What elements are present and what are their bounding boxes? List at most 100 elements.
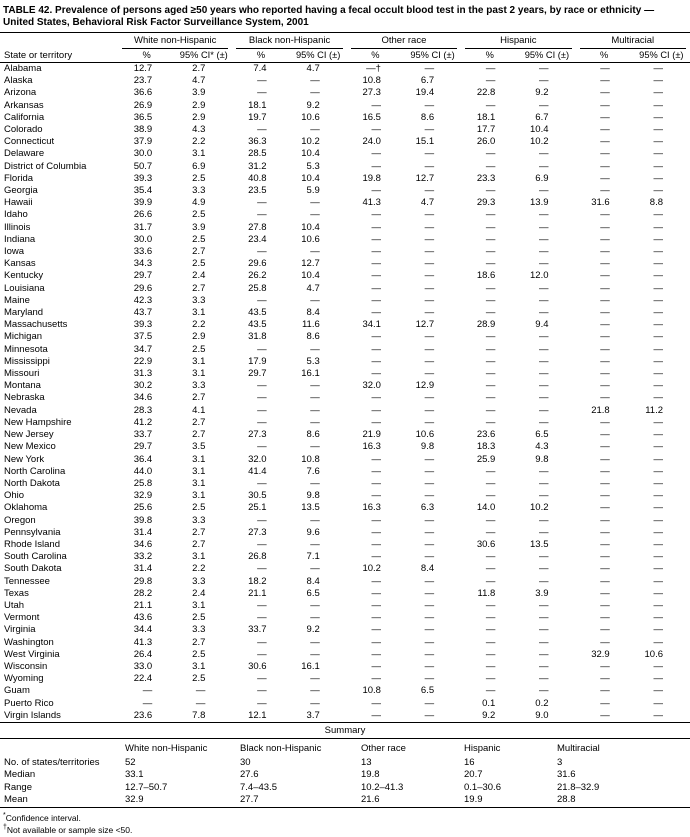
- state-name: Virginia: [4, 624, 36, 636]
- value-cell: 3.1: [192, 599, 206, 611]
- state-name: Minnesota: [4, 343, 48, 355]
- value-cell: —: [371, 709, 381, 721]
- value-cell: 6.9: [535, 172, 549, 184]
- value-cell: 23.7: [133, 75, 153, 87]
- value-cell: 30.0: [133, 233, 153, 245]
- value-cell: —: [653, 673, 664, 685]
- value-cell: 12.0: [530, 270, 549, 282]
- state-name: South Dakota: [4, 563, 62, 575]
- summary-value-cell: 12.7–50.7: [125, 781, 168, 793]
- value-cell: —: [539, 636, 549, 648]
- state-name: Arkansas: [4, 99, 44, 111]
- value-cell: 10.2: [362, 563, 381, 575]
- group-label: Other race: [350, 35, 458, 49]
- table-row: Tennessee 29.8 3.3 18.2 8.4 — — — — — —: [0, 576, 690, 588]
- value-cell: —: [310, 75, 320, 87]
- value-cell: —: [371, 282, 381, 294]
- value-cell: —: [424, 355, 435, 367]
- value-cell: 41.3: [133, 636, 153, 648]
- value-cell: —: [600, 563, 610, 575]
- value-cell: —: [485, 575, 496, 587]
- value-cell: 37.9: [133, 136, 153, 148]
- value-cell: —: [653, 160, 664, 172]
- value-cell: —: [539, 355, 549, 367]
- state-name: Delaware: [4, 148, 45, 160]
- ci-column-header: 95% CI (±): [632, 48, 690, 63]
- state-name: North Dakota: [4, 477, 60, 489]
- value-cell: —: [371, 697, 381, 709]
- value-cell: 2.5: [192, 209, 206, 221]
- table-row: Virgin Islands 23.6 7.8 12.1 3.7 — — 9.2 9.0 — —: [0, 710, 690, 723]
- value-cell: —: [485, 343, 496, 355]
- table-row: West Virginia 26.4 2.5 — — — — — — 32.9 10.6: [0, 649, 690, 661]
- value-cell: —: [424, 612, 435, 624]
- value-cell: —: [653, 465, 664, 477]
- value-cell: 6.9: [192, 160, 206, 172]
- value-cell: —: [371, 514, 381, 526]
- ci-column-header: 95% CI* (±): [175, 48, 233, 63]
- value-cell: —: [257, 563, 267, 575]
- value-cell: —: [653, 660, 664, 672]
- value-cell: 2.5: [192, 612, 206, 624]
- value-cell: —: [371, 392, 381, 404]
- value-cell: —: [653, 697, 664, 709]
- value-cell: —: [653, 294, 664, 306]
- summary-value-cell: 19.9: [464, 794, 483, 806]
- value-cell: —: [371, 551, 381, 563]
- value-cell: —: [600, 380, 610, 392]
- value-cell: —: [371, 221, 381, 233]
- value-cell: —: [310, 246, 320, 258]
- value-cell: —: [424, 392, 435, 404]
- table-row: Median 33.1 27.6 19.8 20.7 31.6: [0, 769, 690, 781]
- value-cell: —: [257, 209, 267, 221]
- pct-column-header: %: [118, 48, 176, 63]
- group-header-white-non-hispanic: White non-Hispanic: [118, 33, 232, 49]
- state-name: New Hampshire: [4, 416, 72, 428]
- value-cell: 18.6: [476, 270, 496, 282]
- value-cell: 36.6: [133, 87, 153, 99]
- value-cell: —: [424, 160, 435, 172]
- value-cell: —: [371, 99, 381, 111]
- value-cell: —: [371, 355, 381, 367]
- summary-column-header: White non-Hispanic: [125, 742, 208, 754]
- value-cell: —: [600, 258, 610, 270]
- table-row: Indiana 30.0 2.5 23.4 10.6 — — — — — —: [0, 234, 690, 246]
- value-cell: —: [653, 709, 664, 721]
- value-cell: 4.3: [535, 441, 549, 453]
- value-cell: —: [310, 599, 320, 611]
- footnote-not-available: †Not available or sample size <50.: [3, 823, 690, 835]
- value-cell: —: [310, 416, 320, 428]
- table-row: Minnesota 34.7 2.5 — — — — — — — —: [0, 344, 690, 356]
- value-cell: —: [600, 282, 610, 294]
- value-cell: —: [485, 404, 496, 416]
- value-cell: 31.2: [248, 160, 267, 172]
- value-cell: —: [600, 294, 610, 306]
- value-cell: —: [310, 441, 320, 453]
- value-cell: 4.1: [192, 404, 206, 416]
- value-cell: 26.2: [248, 270, 267, 282]
- value-cell: 39.8: [133, 514, 153, 526]
- value-cell: —: [142, 685, 153, 697]
- value-cell: —: [600, 111, 610, 123]
- table-row: New Hampshire 41.2 2.7 — — — — — — — —: [0, 417, 690, 429]
- state-name: New York: [4, 453, 45, 465]
- state-name: Wyoming: [4, 673, 44, 685]
- value-cell: 31.4: [133, 526, 153, 538]
- value-cell: 10.6: [644, 648, 664, 660]
- value-cell: —: [600, 575, 610, 587]
- state-name: Idaho: [4, 209, 28, 221]
- value-cell: —: [371, 307, 381, 319]
- value-cell: 17.7: [476, 124, 496, 136]
- value-cell: —: [539, 477, 549, 489]
- value-cell: —: [485, 416, 496, 428]
- value-cell: —: [653, 380, 664, 392]
- state-name: Rhode Island: [4, 538, 60, 550]
- value-cell: —: [600, 355, 610, 367]
- table-row: Illinois 31.7 3.9 27.8 10.4 — — — — — —: [0, 222, 690, 234]
- value-cell: —: [539, 258, 549, 270]
- value-cell: 19.8: [362, 172, 381, 184]
- summary-stat-label: Mean: [4, 794, 28, 806]
- value-cell: —: [653, 551, 664, 563]
- summary-section-title: Summary: [0, 723, 690, 739]
- value-cell: —: [371, 148, 381, 160]
